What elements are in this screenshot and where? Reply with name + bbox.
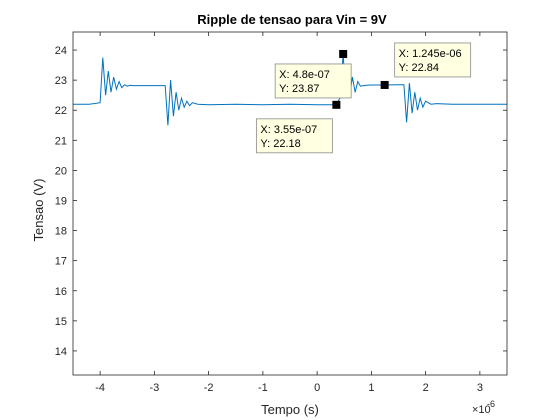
datatip[interactable]: X: 4.8e-07 Y: 23.87 [274,49,352,99]
y-tick-label: 20 [55,165,67,177]
y-tick-label: 21 [55,135,67,147]
datatip-box [255,118,333,154]
chart-title: Ripple de tensao para Vin = 9V [197,12,387,27]
y-tick-label: 22 [55,105,67,117]
y-tick-label: 18 [55,226,67,238]
datatip-x-text: X: 1.245e-06 [399,48,462,60]
y-tick-label: 16 [55,286,67,298]
datatip-marker[interactable] [332,100,341,109]
y-tick-label: 14 [55,346,67,358]
x-tick-label: -1 [258,382,268,394]
x-tick-label: -3 [149,382,159,394]
datatip-box [274,63,352,99]
x-tick-label: -2 [204,382,214,394]
y-tick-label: 24 [55,45,67,57]
x-tick-label: 3 [477,382,483,394]
y-tick-label: 23 [55,75,67,87]
y-tick-label: 17 [55,256,67,268]
datatip-y-text: Y: 23.87 [279,83,319,95]
datatip-x-text: X: 4.8e-07 [279,69,330,81]
datatip[interactable]: X: 3.55e-07 Y: 22.18 [255,100,341,154]
datatip[interactable]: X: 1.245e-06 Y: 22.84 [380,42,472,89]
datatip-x-text: X: 3.55e-07 [260,124,317,136]
datatip-marker[interactable] [339,49,348,58]
x-exponent-power: -6 [487,399,495,409]
x-tick-label: -4 [95,382,105,394]
x-tick-label: 2 [423,382,429,394]
x-tick-label: 1 [368,382,374,394]
datatip-y-text: Y: 22.84 [399,62,439,74]
y-tick-label: 15 [55,316,67,328]
axes-box [72,31,508,376]
datatip-y-text: Y: 22.18 [260,138,300,150]
y-axis-label: Tensao (V) [31,179,46,242]
x-axis-label: Tempo (s) [261,402,319,417]
x-exponent-base: ×10 [472,404,491,416]
datatip-marker[interactable] [380,80,389,89]
x-tick-label: 0 [314,382,320,394]
series-line [73,53,507,126]
x-exponent-label: ×10 -6 [472,399,495,416]
datatip-box [394,42,472,78]
y-tick-label: 19 [55,195,67,207]
